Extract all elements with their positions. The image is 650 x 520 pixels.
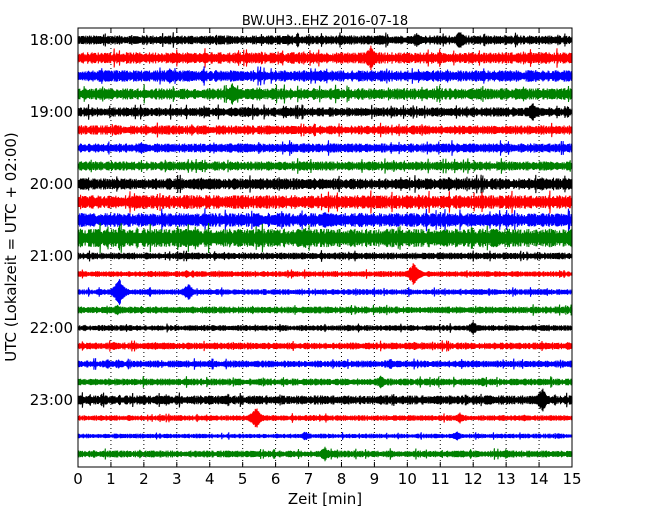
y-tick-label: 23:00	[30, 391, 73, 409]
y-axis-label: UTC (Lokalzeit = UTC + 02:00)	[2, 132, 20, 362]
trace-23:15	[77, 408, 573, 428]
trace-20:30	[77, 208, 573, 232]
trace-19:00	[77, 103, 573, 121]
y-tick-label: 18:00	[30, 31, 73, 49]
trace-22:30	[77, 358, 573, 370]
trace-21:00	[77, 250, 573, 262]
x-tick-label: 11	[431, 470, 450, 488]
trace-22:45	[77, 375, 573, 389]
trace-19:30	[77, 140, 573, 156]
trace-20:00	[77, 174, 573, 194]
x-tick-label: 3	[172, 470, 182, 488]
trace-21:30	[77, 279, 573, 305]
trace-23:45	[77, 446, 573, 462]
trace-23:00	[77, 388, 573, 412]
x-tick-label: 4	[205, 470, 215, 488]
x-tick-label: 9	[370, 470, 380, 488]
y-tick-label: 20:00	[30, 175, 73, 193]
trace-20:15	[77, 190, 573, 214]
x-tick-label: 13	[497, 470, 516, 488]
x-tick-label: 14	[530, 470, 549, 488]
x-tick-label: 7	[304, 470, 314, 488]
x-tick-label: 6	[271, 470, 281, 488]
chart-title: BW.UH3..EHZ 2016-07-18	[242, 14, 408, 29]
trace-18:30	[77, 66, 573, 86]
trace-18:45	[77, 83, 573, 105]
x-tick-label: 2	[139, 470, 149, 488]
trace-21:15	[77, 263, 573, 285]
x-tick-label: 15	[562, 470, 581, 488]
y-tick-label: 19:00	[30, 103, 73, 121]
x-tick-label: 1	[106, 470, 116, 488]
y-tick-label: 21:00	[30, 247, 73, 265]
x-tick-label: 12	[464, 470, 483, 488]
trace-18:00	[77, 32, 573, 48]
x-axis-ticks: 0 1 2 3 4 5 6 7 8 9 10 11 12 13 14 15	[73, 28, 582, 488]
seismic-traces	[77, 32, 573, 462]
trace-21:45	[77, 304, 573, 316]
x-tick-label: 5	[238, 470, 248, 488]
x-tick-label: 10	[398, 470, 417, 488]
trace-22:00	[77, 321, 573, 335]
trace-18:15	[77, 45, 573, 71]
y-axis-ticks: 18:00 19:00 20:00 21:00 22:00 23:00	[30, 31, 572, 409]
x-axis-label: Zeit [min]	[288, 490, 362, 508]
plot-frame	[77, 27, 573, 468]
x-tick-label: 0	[73, 470, 83, 488]
trace-19:15	[77, 122, 573, 138]
y-tick-label: 22:00	[30, 319, 73, 337]
trace-19:45	[77, 158, 573, 174]
trace-20:45	[77, 222, 573, 254]
trace-23:30	[77, 431, 573, 441]
trace-22:15	[77, 340, 573, 352]
x-tick-label: 8	[337, 470, 347, 488]
